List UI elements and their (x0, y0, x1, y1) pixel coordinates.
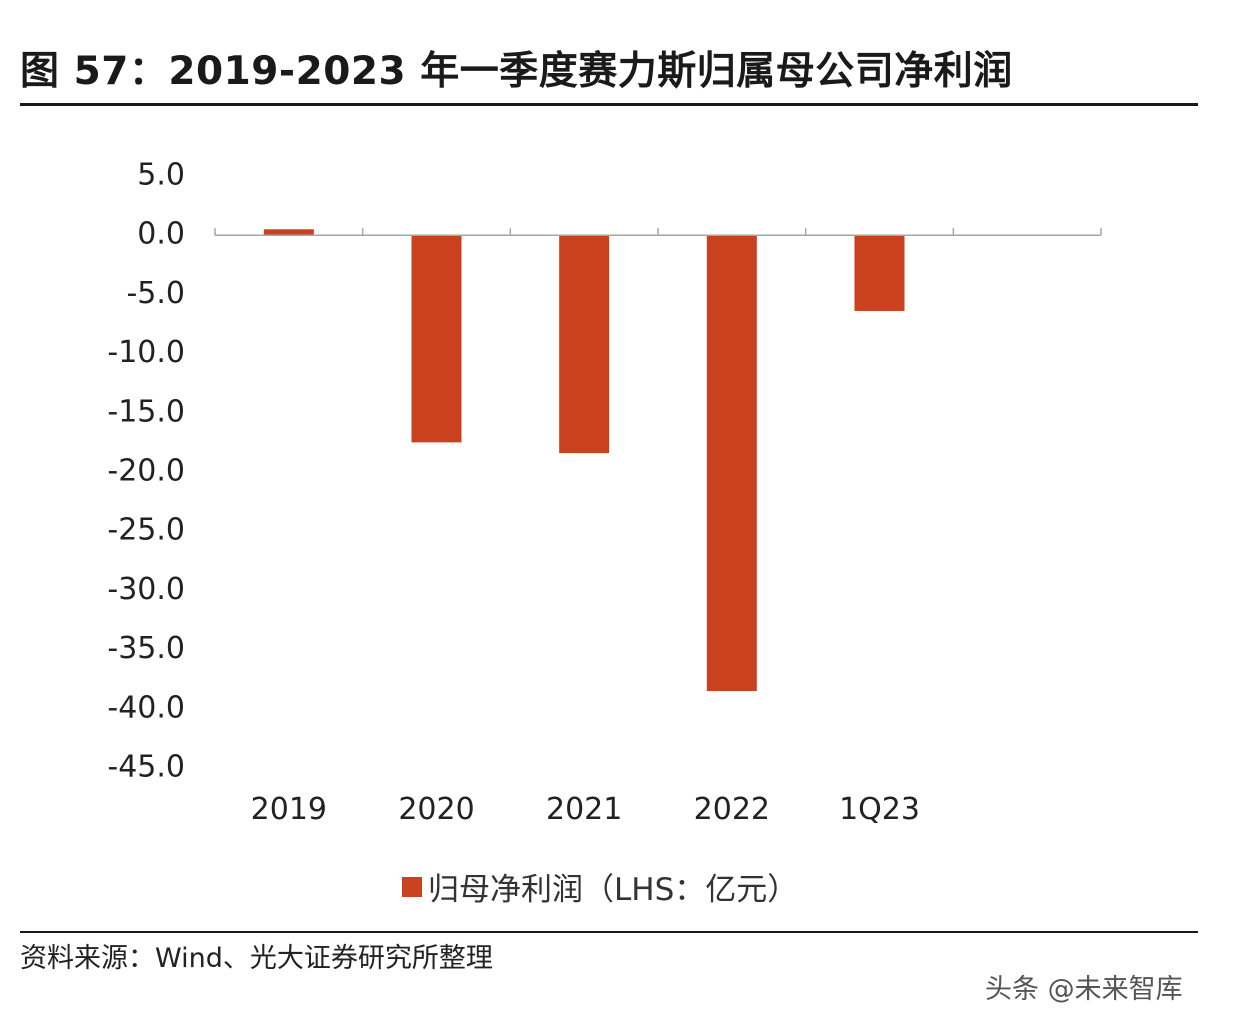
bar-series (263, 229, 905, 692)
x-axis (214, 228, 1102, 236)
y-tick-label: -10.0 (107, 335, 185, 370)
bar-2022 (706, 235, 757, 692)
bar-chart: 5.0 0.0 -5.0 -10.0 -15.0 -20.0 -25.0 -30.0 -35.0… (107, 158, 1102, 827)
source-rule (20, 931, 1198, 933)
y-tick-label: -45.0 (107, 750, 185, 785)
x-tick-label: 2021 (546, 792, 622, 827)
y-tick-label: -40.0 (107, 690, 185, 725)
legend-swatch (402, 876, 422, 897)
x-tick-label: 2022 (694, 792, 770, 827)
x-tick-label: 1Q23 (839, 792, 920, 827)
legend-label: 归母净利润（LHS：亿元） (428, 872, 799, 908)
bar-2020 (411, 235, 462, 443)
legend: 归母净利润（LHS：亿元） (402, 864, 798, 909)
source-note: 资料来源：Wind、光大证券研究所整理 (20, 943, 493, 974)
y-tick-label: -30.0 (107, 572, 185, 607)
x-axis-labels: 2019 2020 2021 2022 1Q23 (251, 792, 920, 827)
figure-title: 图 57：2019-2023 年一季度赛力斯归属母公司净利润 (20, 49, 1013, 94)
y-tick-label: -15.0 (107, 394, 185, 429)
y-axis: 5.0 0.0 -5.0 -10.0 -15.0 -20.0 -25.0 -30.0 -35.0… (107, 158, 185, 785)
bar-1Q23 (854, 235, 905, 311)
bar-2021 (559, 235, 610, 454)
y-tick-label: -20.0 (107, 454, 185, 489)
y-tick-label: -35.0 (107, 631, 185, 666)
y-tick-label: -5.0 (126, 276, 185, 311)
x-tick-label: 2020 (398, 792, 474, 827)
x-tick-label: 2019 (251, 792, 327, 827)
watermark: 头条 @未来智库 (985, 974, 1183, 1005)
bar-2019 (263, 229, 314, 236)
y-tick-label: 0.0 (137, 217, 185, 252)
title-rule (20, 103, 1198, 106)
y-tick-label: -25.0 (107, 513, 185, 548)
y-tick-label: 5.0 (137, 158, 185, 193)
